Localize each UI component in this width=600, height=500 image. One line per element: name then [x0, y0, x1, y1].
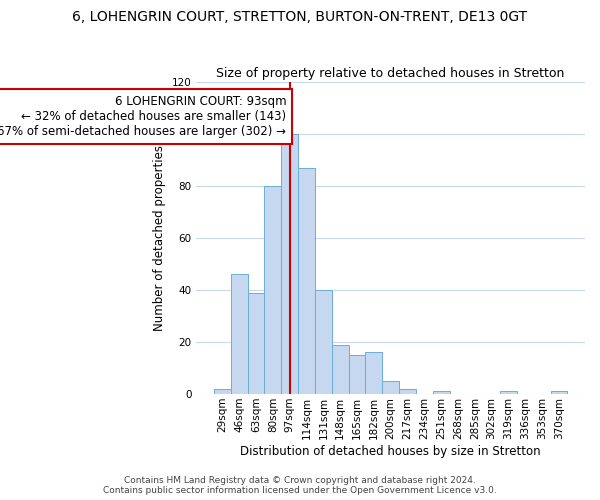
Bar — [365, 352, 382, 394]
Bar — [500, 392, 517, 394]
Bar — [382, 381, 399, 394]
Bar — [349, 355, 365, 394]
Bar — [399, 389, 416, 394]
Text: Contains HM Land Registry data © Crown copyright and database right 2024.
Contai: Contains HM Land Registry data © Crown c… — [103, 476, 497, 495]
Text: 6 LOHENGRIN COURT: 93sqm
← 32% of detached houses are smaller (143)
67% of semi-: 6 LOHENGRIN COURT: 93sqm ← 32% of detach… — [0, 95, 286, 138]
X-axis label: Distribution of detached houses by size in Stretton: Distribution of detached houses by size … — [241, 444, 541, 458]
Bar — [551, 392, 568, 394]
Title: Size of property relative to detached houses in Stretton: Size of property relative to detached ho… — [217, 66, 565, 80]
Bar — [315, 290, 332, 394]
Bar — [214, 389, 231, 394]
Bar — [265, 186, 281, 394]
Bar — [298, 168, 315, 394]
Bar — [332, 344, 349, 394]
Y-axis label: Number of detached properties: Number of detached properties — [153, 145, 166, 331]
Bar — [281, 134, 298, 394]
Text: 6, LOHENGRIN COURT, STRETTON, BURTON-ON-TRENT, DE13 0GT: 6, LOHENGRIN COURT, STRETTON, BURTON-ON-… — [73, 10, 527, 24]
Bar — [231, 274, 248, 394]
Bar — [433, 392, 449, 394]
Bar — [248, 292, 265, 394]
